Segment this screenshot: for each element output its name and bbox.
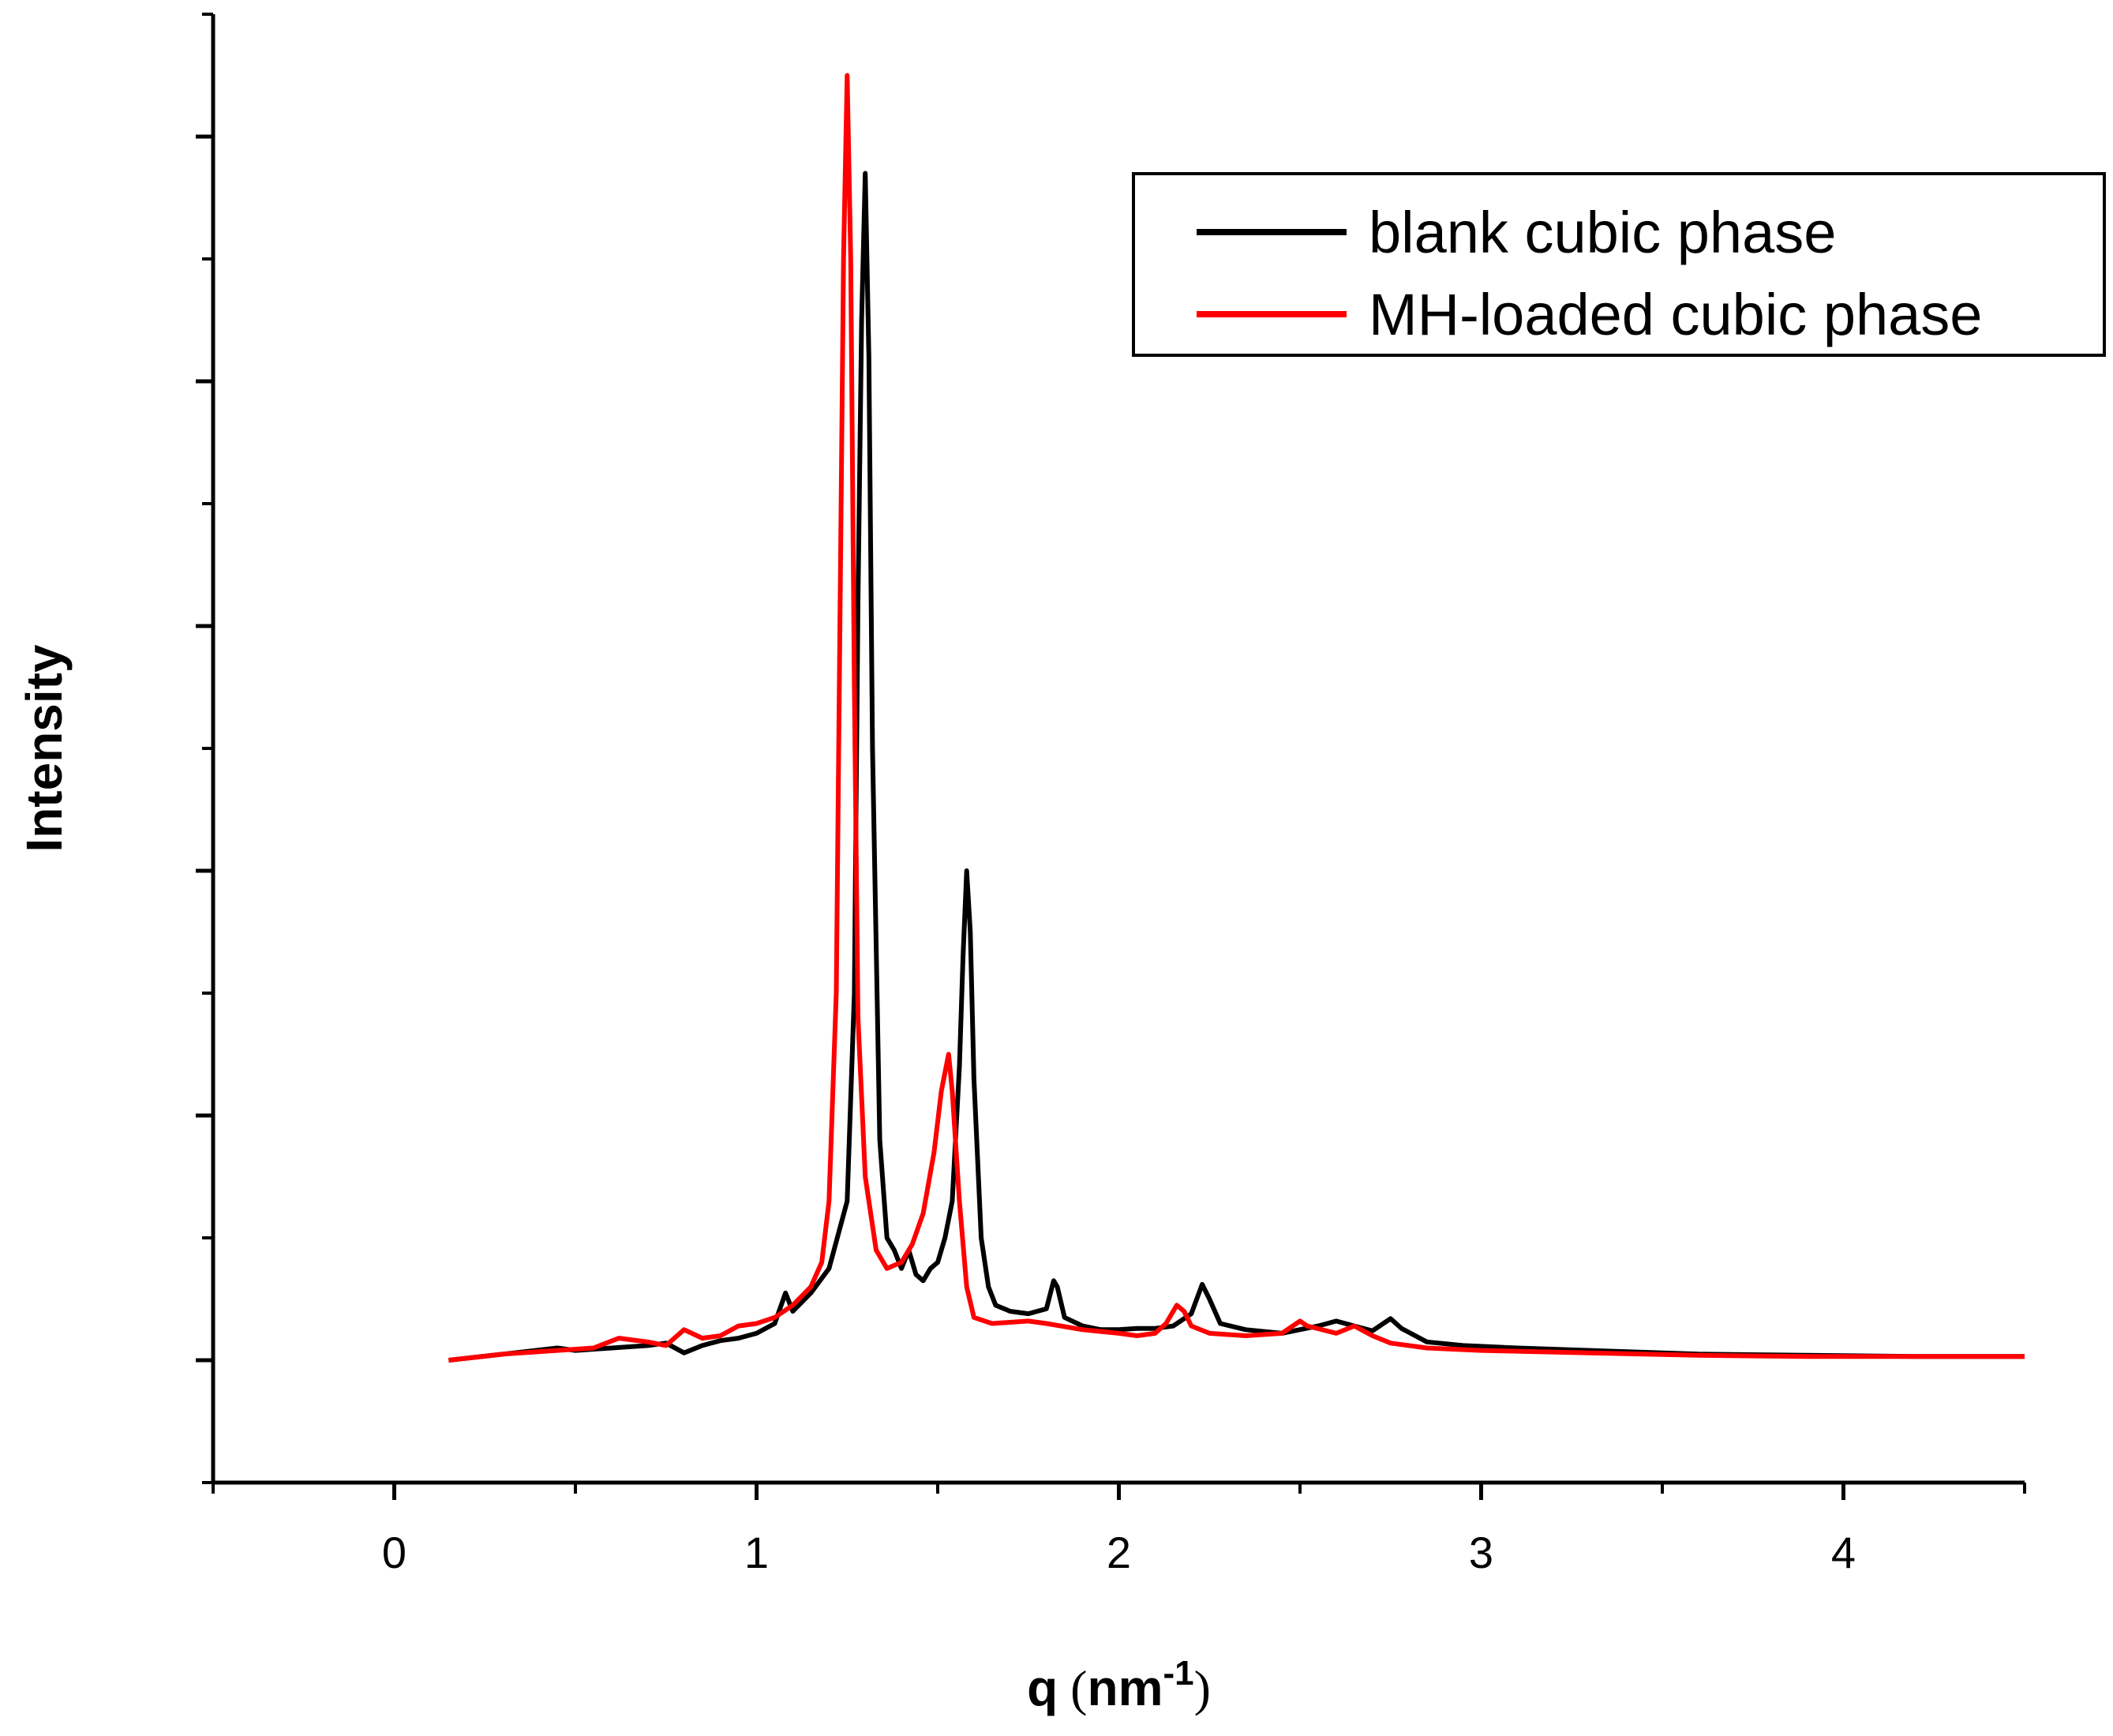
x-tick-label: 0 xyxy=(382,1528,406,1577)
y-axis-title: Intensity xyxy=(16,644,73,853)
x-axis-unit: nm xyxy=(1087,1659,1163,1716)
x-tick-label: 3 xyxy=(1469,1528,1493,1577)
x-ticks: 0 1 2 3 4 xyxy=(212,1483,2026,1577)
x-axis-unit-exponent: -1 xyxy=(1163,1654,1193,1693)
y-ticks xyxy=(196,13,213,1484)
plot-area xyxy=(448,73,2025,1363)
legend-box xyxy=(1132,172,2106,357)
x-tick-label: 2 xyxy=(1107,1528,1131,1577)
x-tick-label: 1 xyxy=(744,1528,769,1577)
series-line-mh-loaded xyxy=(448,73,2025,1363)
axes: 0 1 2 3 4 xyxy=(196,13,2026,1577)
x-tick-label: 4 xyxy=(1831,1528,1856,1577)
legend: blank cubic phase MH-loaded cubic phase xyxy=(1132,172,2106,357)
x-axis-variable: q xyxy=(1027,1659,1058,1716)
legend-label: MH-loaded cubic phase xyxy=(1369,282,1982,347)
x-axis-title: q (nm-1) xyxy=(1027,1654,1211,1716)
legend-label: blank cubic phase xyxy=(1369,200,1836,265)
